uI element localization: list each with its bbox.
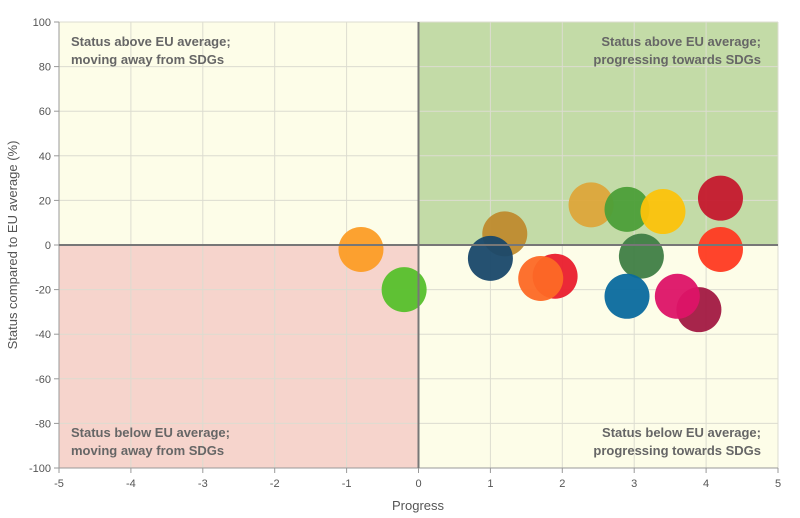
data-point [568, 182, 614, 228]
x-tick-label: 3 [631, 478, 637, 490]
data-point [697, 175, 743, 221]
data-points [338, 175, 743, 333]
y-tick-label: 0 [45, 240, 51, 252]
y-tick-label: 80 [39, 62, 51, 74]
y-tick-label: 100 [33, 17, 51, 29]
data-point [618, 233, 664, 279]
y-tick-label: -20 [35, 285, 51, 297]
data-point [697, 226, 743, 272]
x-tick-label: 2 [559, 478, 565, 490]
x-tick-label: 5 [775, 478, 781, 490]
x-tick-label: -1 [342, 478, 352, 490]
quadrant-label-top-right-line2: progressing towards SDGs [593, 52, 761, 67]
quadrant-label-top-left-line1: Status above EU average; [71, 34, 231, 49]
quadrant-bottom-left [59, 245, 419, 468]
data-point [604, 186, 650, 232]
zero-axes [58, 22, 778, 469]
x-tick-label: -2 [270, 478, 280, 490]
quadrant-top-left [59, 22, 419, 245]
y-tick-label: 40 [39, 151, 51, 163]
axis-ticks: -5 -4 -3 -2 -1 0 1 2 3 4 5 100 80 60 40 20 0 -20 -40 -60 -80… [29, 17, 781, 490]
quadrant-label-bottom-right-line1: Status below EU average; [602, 425, 761, 440]
x-tick-label: 4 [703, 478, 709, 490]
y-tick-label: 20 [39, 195, 51, 207]
data-point [640, 189, 686, 235]
y-tick-label: -80 [35, 418, 51, 430]
x-axis-title: Progress [392, 498, 445, 513]
data-point [338, 226, 384, 272]
data-point [381, 267, 427, 313]
y-tick-label: -100 [29, 463, 51, 475]
y-tick-label: -40 [35, 329, 51, 341]
x-tick-label: -4 [126, 478, 136, 490]
y-tick-label: 60 [39, 106, 51, 118]
quadrant-label-bottom-left-line2: moving away from SDGs [71, 443, 224, 458]
x-tick-label: 1 [487, 478, 493, 490]
x-tick-label: 0 [415, 478, 421, 490]
data-point [654, 273, 700, 319]
quadrant-bottom-right [418, 245, 778, 468]
y-tick-label: -60 [35, 374, 51, 386]
data-point [518, 255, 564, 301]
data-point [467, 235, 513, 281]
x-tick-label: -3 [198, 478, 208, 490]
x-tick-label: -5 [54, 478, 64, 490]
quadrant-label-top-right-line1: Status above EU average; [601, 34, 761, 49]
data-point [604, 273, 650, 319]
y-axis-title: Status compared to EU average (%) [5, 141, 20, 350]
quadrant-label-top-left-line2: moving away from SDGs [71, 52, 224, 67]
quadrant-label-bottom-right-line2: progressing towards SDGs [593, 443, 761, 458]
quadrant-label-bottom-left-line1: Status below EU average; [71, 425, 230, 440]
